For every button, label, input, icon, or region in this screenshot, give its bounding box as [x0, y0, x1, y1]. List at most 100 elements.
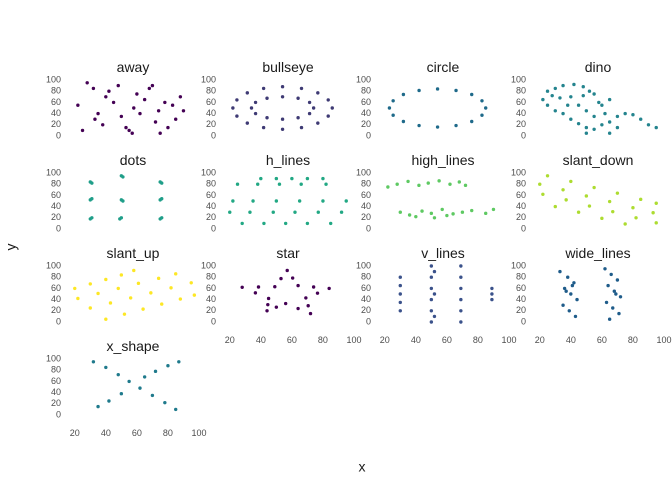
point [128, 296, 133, 300]
point [76, 296, 80, 301]
point [280, 127, 285, 131]
point [316, 121, 320, 125]
point [262, 221, 266, 226]
x-tick-label: 20 [380, 335, 390, 345]
point [299, 125, 304, 130]
point [470, 208, 474, 213]
y-tick-label: 60 [361, 283, 371, 293]
point [618, 295, 623, 299]
y-tick-label: 60 [361, 97, 371, 107]
point [248, 210, 252, 214]
point [132, 268, 136, 273]
point [321, 176, 325, 181]
point [91, 360, 96, 364]
point [311, 285, 316, 289]
point [177, 360, 181, 364]
point [116, 83, 120, 88]
y-tick-label: 100 [511, 167, 526, 177]
point [550, 93, 554, 98]
y-tick-label: 0 [211, 223, 216, 233]
strip-title: v_lines [421, 245, 465, 261]
x-tick-label: 60 [287, 335, 297, 345]
y-tick-label: 0 [56, 130, 61, 140]
point [564, 198, 568, 202]
point [235, 182, 240, 186]
point [463, 183, 468, 188]
point [240, 285, 244, 289]
y-tick-label: 80 [206, 272, 216, 282]
point [440, 207, 444, 212]
point [569, 292, 573, 296]
x-tick-label: 80 [163, 428, 173, 438]
point [329, 221, 333, 226]
point [581, 85, 585, 89]
y-tick-label: 20 [516, 305, 526, 315]
y-tick-label: 0 [56, 316, 61, 326]
point [391, 99, 395, 103]
y-tick-label: 0 [56, 223, 61, 233]
y-tick-label: 60 [516, 190, 526, 200]
point [90, 181, 94, 185]
strip-title: high_lines [411, 152, 474, 168]
point [296, 96, 300, 100]
y-tick-label: 20 [51, 212, 61, 222]
point [417, 88, 421, 93]
point [584, 109, 589, 113]
strip-title: circle [427, 59, 460, 75]
point [451, 212, 455, 216]
point [459, 297, 463, 302]
point [398, 283, 402, 288]
point [88, 282, 92, 286]
point [235, 114, 239, 118]
point [108, 301, 113, 305]
point [107, 399, 111, 403]
point [429, 264, 434, 268]
point [491, 207, 496, 212]
y-tick-label: 80 [206, 86, 216, 96]
point [91, 86, 96, 91]
point [160, 181, 164, 185]
point [266, 302, 270, 307]
point [459, 320, 463, 324]
point [90, 216, 94, 220]
x-tick-label: 100 [501, 335, 516, 345]
point [261, 125, 266, 130]
point [285, 268, 289, 273]
y-tick-label: 80 [516, 179, 526, 189]
y-tick-label: 20 [51, 398, 61, 408]
point [150, 393, 155, 398]
point [315, 291, 320, 295]
y-tick-label: 100 [46, 260, 61, 270]
point [163, 100, 167, 105]
point [570, 283, 575, 288]
point [149, 291, 153, 295]
y-tick-label: 80 [51, 365, 61, 375]
point [576, 103, 581, 107]
x-tick-label: 60 [442, 335, 452, 345]
point [564, 289, 568, 293]
point [251, 199, 255, 203]
point [178, 297, 183, 301]
point [274, 199, 279, 203]
point [607, 120, 612, 124]
x-tick-label: 60 [132, 428, 142, 438]
point [614, 292, 618, 296]
point [253, 111, 258, 116]
point [96, 111, 100, 116]
point [604, 300, 609, 305]
point [296, 306, 300, 311]
point [306, 304, 310, 308]
point [316, 91, 320, 95]
strip-title: slant_up [107, 245, 160, 261]
point [572, 82, 576, 87]
point [231, 106, 235, 110]
y-tick-label: 60 [206, 190, 216, 200]
point [253, 291, 258, 295]
point [293, 210, 297, 214]
point [429, 297, 434, 302]
y-tick-label: 0 [366, 223, 371, 233]
point [387, 106, 392, 110]
x-tick-label: 80 [628, 335, 638, 345]
y-tick-label: 20 [516, 212, 526, 222]
